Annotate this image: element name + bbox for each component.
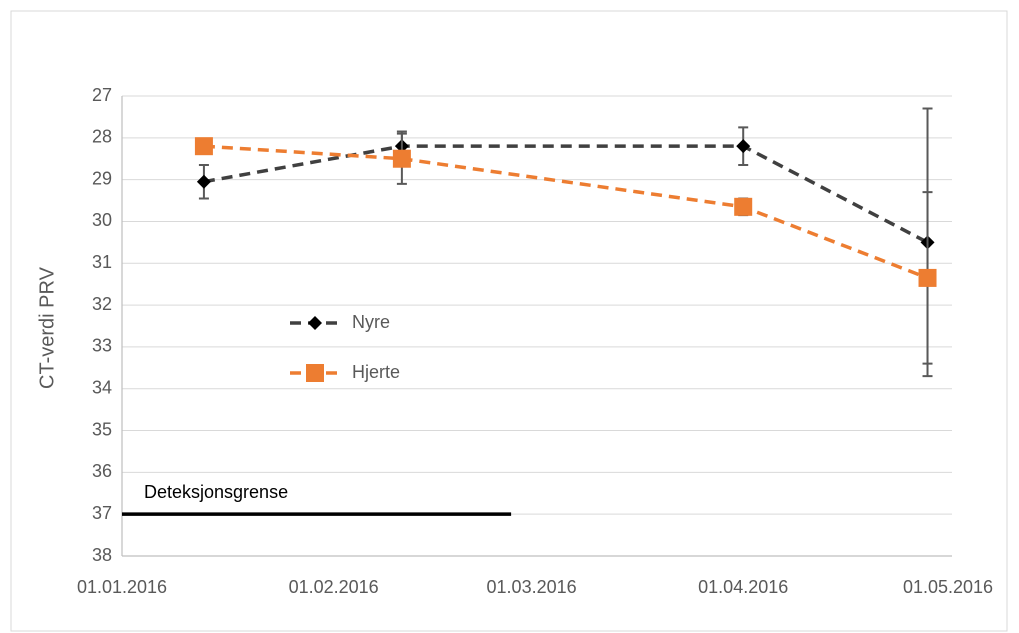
series-line [203,144,929,280]
y-tick-label: 32 [92,294,112,314]
data-point [392,149,411,168]
legend-marker [306,364,324,382]
legend-label: Nyre [352,312,390,332]
y-tick-label: 34 [92,377,112,397]
chart-frame [10,10,1008,632]
y-tick-label: 33 [92,336,112,356]
y-tick-label: 31 [92,252,112,272]
data-point [918,268,937,287]
y-tick-label: 29 [92,168,112,188]
y-tick-label: 38 [92,545,112,565]
x-tick-label: 01.03.2016 [487,577,577,597]
data-point [194,137,213,156]
data-point [734,197,753,216]
x-tick-label: 01.04.2016 [698,577,788,597]
y-tick-label: 30 [92,210,112,230]
legend-marker [308,316,322,330]
x-tick-label: 01.05.2016 [903,577,993,597]
x-tick-label: 01.01.2016 [77,577,167,597]
series-line [203,144,929,244]
y-tick-label: 27 [92,85,112,105]
data-point [736,139,751,154]
x-tick-label: 01.02.2016 [289,577,379,597]
y-tick-label: 35 [92,419,112,439]
data-point [196,174,211,189]
annotation: Deteksjonsgrense [144,482,288,502]
y-tick-label: 37 [92,503,112,523]
y-tick-label: 28 [92,127,112,147]
y-axis-label: CT-verdi PRV [36,266,58,389]
legend-label: Hjerte [352,362,400,382]
y-tick-label: 36 [92,461,112,481]
